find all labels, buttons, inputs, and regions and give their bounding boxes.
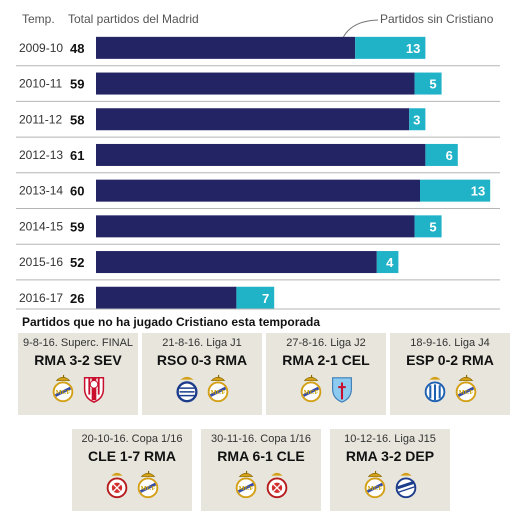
real-madrid-crest-icon: MCF [204, 374, 232, 409]
real-madrid-crest-icon: MCF [232, 470, 260, 505]
without-cristiano-bar [414, 215, 442, 238]
match-card: 18-9-16. Liga J4 ESP 0-2 RMA MCF [390, 333, 510, 415]
total-bar [96, 215, 415, 238]
real-madrid-crest-icon: MCF [361, 470, 389, 505]
season-label: 2009-10 [19, 41, 63, 55]
deportivo-crest-icon [392, 470, 420, 505]
match-date-competition: 30-11-16. Copa 1/16 [210, 433, 312, 445]
without-cristiano-bar [414, 72, 442, 95]
total-value-label: 61 [70, 148, 84, 163]
total-bar [96, 36, 356, 59]
match-card: 21-8-16. Liga J1 RSO 0-3 RMA MCF [142, 333, 262, 415]
team-crests: MCF [18, 374, 138, 409]
season-label: 2016-17 [19, 291, 63, 305]
cultural-leonesa-crest-icon [103, 470, 131, 505]
without-cristiano-value-label: 4 [386, 255, 394, 270]
season-label: 2010-11 [19, 77, 62, 91]
svg-text:MCF: MCF [210, 389, 225, 396]
total-value-label: 58 [70, 112, 84, 127]
match-score: RMA 3-2 SEV [34, 352, 122, 368]
match-score: ESP 0-2 RMA [406, 352, 494, 368]
match-date-competition: 10-12-16. Liga J15 [344, 433, 436, 445]
team-crests: MCF [330, 470, 450, 505]
without-cristiano-bar [355, 36, 426, 59]
team-crests: MCF [390, 374, 510, 409]
match-card: 9-8-16. Superc. FINAL RMA 3-2 SEV MCF [18, 333, 138, 415]
matches-without-cristiano-legend: Partidos sin Cristiano [380, 12, 494, 26]
without-cristiano-bar [420, 179, 491, 202]
total-value-label: 52 [70, 255, 84, 270]
match-score: RMA 3-2 DEP [345, 448, 435, 464]
match-score: RMA 2-1 CEL [282, 352, 370, 368]
total-value-label: 26 [70, 291, 84, 306]
total-value-label: 60 [70, 184, 84, 199]
season-label: 2015-16 [19, 255, 63, 269]
without-cristiano-bar [236, 286, 275, 309]
sevilla-crest-icon [80, 374, 108, 409]
real-madrid-crest-icon: MCF [134, 470, 162, 505]
season-label: 2011-12 [19, 112, 62, 126]
real-madrid-crest-icon: MCF [452, 374, 480, 409]
total-bar [96, 108, 410, 131]
svg-text:MCF: MCF [140, 485, 155, 492]
match-date-competition: 27-8-16. Liga J2 [286, 337, 366, 349]
without-cristiano-value-label: 13 [406, 41, 420, 56]
celta-crest-icon [328, 374, 356, 409]
matches-section-title: Partidos que no ha jugado Cristiano esta… [22, 315, 321, 329]
without-cristiano-value-label: 13 [471, 184, 485, 199]
svg-text:MCF: MCF [458, 389, 473, 396]
svg-text:MCF: MCF [238, 485, 253, 492]
total-bar [96, 179, 420, 202]
total-bar [96, 286, 237, 309]
match-card: 20-10-16. Copa 1/16 CLE 1-7 RMA MCF [72, 429, 192, 511]
match-score: RSO 0-3 RMA [156, 352, 248, 368]
season-label: 2012-13 [19, 148, 63, 162]
match-card: 30-11-16. Copa 1/16 RMA 6-1 CLE MCF [201, 429, 321, 511]
match-score: CLE 1-7 RMA [88, 448, 176, 464]
match-date-competition: 9-8-16. Superc. FINAL [22, 337, 134, 349]
without-cristiano-bar [376, 251, 399, 274]
real-sociedad-crest-icon [173, 374, 201, 409]
total-value-label: 48 [70, 41, 84, 56]
season-label: 2014-15 [19, 219, 63, 233]
svg-text:MCF: MCF [55, 389, 70, 396]
match-score: RMA 6-1 CLE [217, 448, 305, 464]
match-card: 10-12-16. Liga J15 RMA 3-2 DEP MCF [330, 429, 450, 511]
total-matches-column-header: Total partidos del Madrid [68, 12, 199, 26]
without-cristiano-bar [425, 143, 458, 166]
total-bar [96, 72, 415, 95]
total-value-label: 59 [70, 219, 84, 234]
without-cristiano-value-label: 6 [446, 148, 453, 163]
team-crests: MCF [142, 374, 262, 409]
without-cristiano-value-label: 5 [429, 219, 436, 234]
match-date-competition: 21-8-16. Liga J1 [162, 337, 242, 349]
total-bar [96, 251, 377, 274]
espanyol-crest-icon [421, 374, 449, 409]
real-madrid-crest-icon: MCF [49, 374, 77, 409]
real-madrid-crest-icon: MCF [297, 374, 325, 409]
match-card: 27-8-16. Liga J2 RMA 2-1 CEL MCF [266, 333, 386, 415]
total-bar [96, 143, 426, 166]
match-date-competition: 18-9-16. Liga J4 [410, 337, 490, 349]
season-column-header: Temp. [22, 12, 55, 26]
season-label: 2013-14 [19, 184, 63, 198]
without-cristiano-bar [409, 108, 426, 131]
cultural-leonesa-crest-icon [263, 470, 291, 505]
match-date-competition: 20-10-16. Copa 1/16 [81, 433, 183, 445]
team-crests: MCF [201, 470, 321, 505]
total-value-label: 59 [70, 77, 84, 92]
without-cristiano-value-label: 7 [262, 291, 269, 306]
without-cristiano-value-label: 5 [429, 77, 436, 92]
team-crests: MCF [72, 470, 192, 505]
svg-text:MCF: MCF [367, 485, 382, 492]
team-crests: MCF [266, 374, 386, 409]
svg-text:MCF: MCF [303, 389, 318, 396]
without-cristiano-value-label: 3 [413, 112, 420, 127]
